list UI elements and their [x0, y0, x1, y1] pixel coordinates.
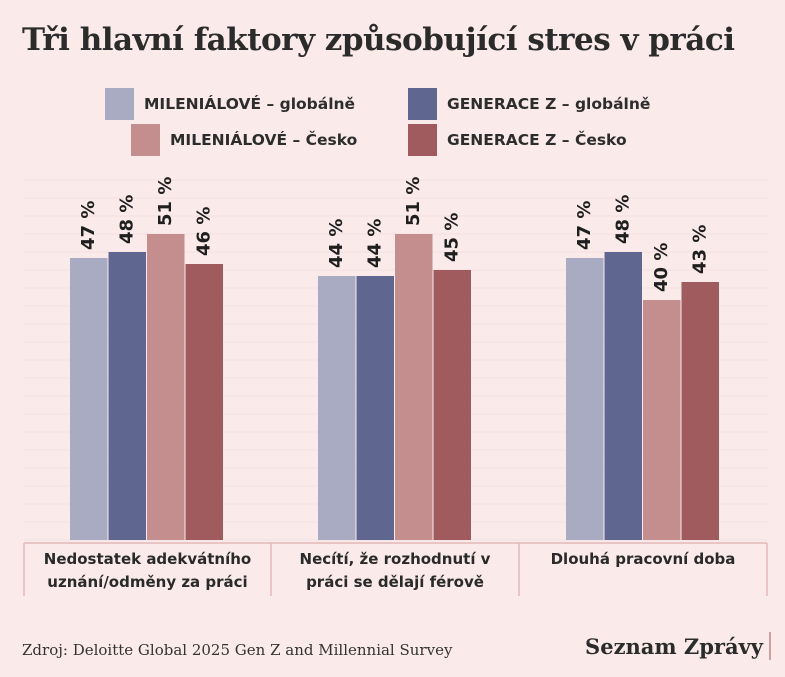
data-label: 47 % [78, 201, 99, 250]
data-label: 43 % [689, 225, 710, 274]
data-label: 51 % [155, 177, 176, 226]
bar-chart: 47 % 44 % 47 % 48 % 44 % 48 % 51 % 51 % 40 % 46 %… [23, 177, 768, 596]
legend-label: GENERACE Z – globálně [447, 95, 651, 113]
source-note: Zdroj: Deloitte Global 2025 Gen Z and Mi… [22, 641, 453, 659]
legend-swatch [131, 124, 160, 156]
category-label: Nedostatek adekvátního [44, 550, 251, 568]
data-label: 47 % [574, 201, 595, 250]
bar [643, 300, 681, 540]
bar [433, 270, 471, 540]
legend-item-millennials-global: MILENIÁLOVÉ – globálně [105, 88, 355, 120]
legend-item-millennials-czech: MILENIÁLOVÉ – Česko [131, 124, 357, 156]
brand-logo: Seznam Zprávy [585, 632, 771, 660]
bar [147, 234, 185, 540]
bar [318, 276, 356, 540]
legend-item-genz-global: GENERACE Z – globálně [408, 88, 650, 120]
legend-label: MILENIÁLOVÉ – globálně [144, 95, 356, 113]
legend-item-genz-czech: GENERACE Z – Česko [408, 124, 627, 156]
category-label: uznání/odměny za práci [47, 573, 247, 591]
bar [108, 252, 146, 540]
data-label: 48 % [116, 195, 137, 244]
bar [604, 252, 642, 540]
bar [395, 234, 433, 540]
data-label: 40 % [651, 243, 672, 292]
data-label: 46 % [193, 207, 214, 256]
bar [681, 282, 719, 540]
legend-label: MILENIÁLOVÉ – Česko [170, 131, 358, 149]
bar [566, 258, 604, 540]
data-label: 51 % [403, 177, 424, 226]
legend-swatch [408, 88, 437, 120]
brand-bar [769, 632, 771, 660]
bar [185, 264, 223, 540]
brand-name: Seznam Zprávy [585, 633, 763, 659]
chart-title: Tři hlavní faktory způsobující stres v p… [22, 22, 735, 58]
legend-swatch [105, 88, 134, 120]
category-label: Necítí, že rozhodnutí v [300, 550, 491, 568]
legend-swatch [408, 124, 437, 156]
data-label: 44 % [364, 219, 385, 268]
bar [356, 276, 394, 540]
category-label: práci se dělají férově [306, 573, 484, 591]
chart-legend: MILENIÁLOVÉ – globálně GENERACE Z – glob… [0, 88, 785, 168]
data-label: 48 % [612, 195, 633, 244]
category-label: Dlouhá pracovní doba [551, 550, 736, 568]
bar [70, 258, 108, 540]
legend-label: GENERACE Z – Česko [447, 131, 627, 149]
data-label: 44 % [326, 219, 347, 268]
data-label: 45 % [441, 213, 462, 262]
